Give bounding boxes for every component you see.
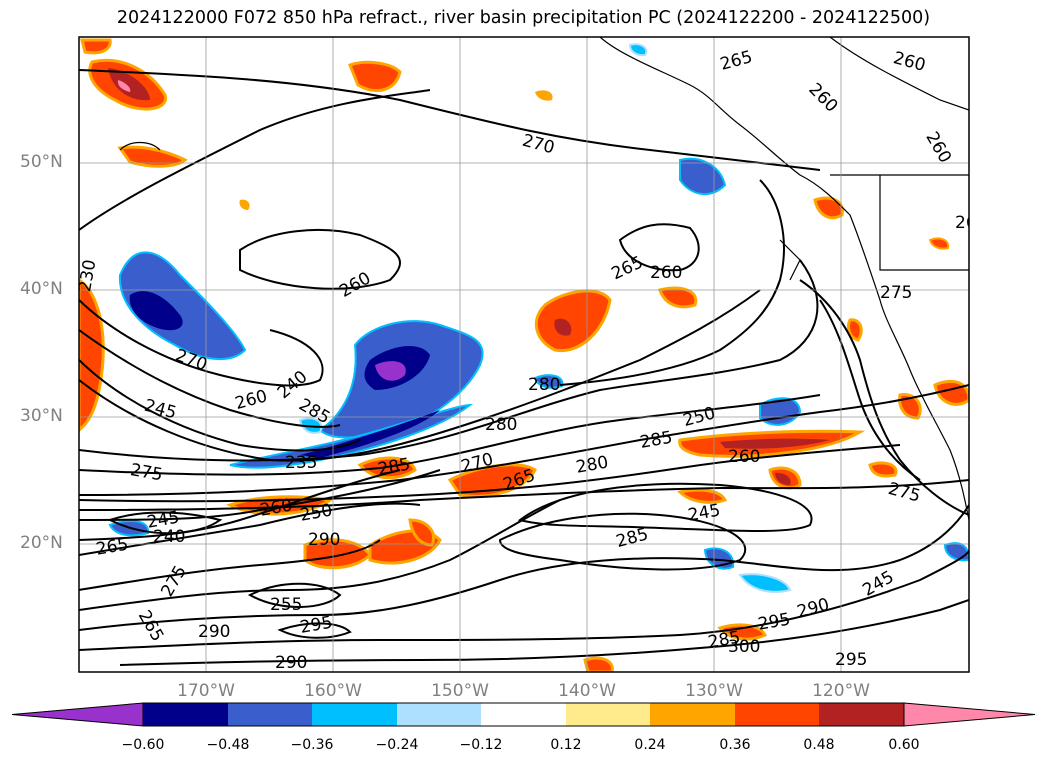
- lon-label-170w: 170°W: [177, 681, 235, 701]
- colorbar: [11, 702, 1036, 727]
- lon-label-160w: 160°W: [304, 681, 362, 701]
- contour-label: 285: [614, 524, 651, 552]
- contour-label: 280: [528, 375, 560, 395]
- colorbar-tick-label: 0.24: [634, 737, 666, 753]
- colorbar-segment: [819, 703, 904, 726]
- contour-label: 260: [336, 268, 374, 302]
- contour-label: 280: [485, 415, 517, 435]
- contour-label: 240: [153, 527, 185, 547]
- contour-label: 290: [275, 653, 307, 673]
- colorbar-tick-label: 0.60: [888, 737, 920, 753]
- contour-label: 290: [308, 530, 340, 550]
- lat-label-20n: 20°N: [20, 533, 63, 553]
- contour-label: 260: [804, 79, 841, 116]
- colorbar-tick-label: −0.60: [121, 737, 165, 753]
- contour-label: 275: [886, 479, 923, 507]
- contour-label: 260: [259, 495, 294, 520]
- lon-label-120w: 120°W: [812, 681, 870, 701]
- lat-label-40n: 40°N: [20, 279, 63, 299]
- colorbar-tick-label: 0.36: [719, 737, 751, 753]
- colorbar-outline: [142, 702, 905, 727]
- contour-label: 280: [575, 452, 610, 477]
- contour-label: 265: [608, 252, 646, 284]
- contour-label: 245: [687, 500, 722, 525]
- contour-label: 260: [921, 129, 955, 167]
- coastlines: [119, 37, 969, 521]
- contour-label: 230: [75, 258, 100, 293]
- colorbar-tick-label: −0.48: [206, 737, 250, 753]
- contour-label: 265: [134, 607, 168, 645]
- contour-label: 295: [757, 609, 792, 634]
- map-title: 2024122000 F072 850 hPa refract., river …: [116, 8, 931, 28]
- lat-label-30n: 30°N: [20, 406, 63, 426]
- negative-anomaly-patches: [108, 43, 969, 593]
- colorbar-segment: [566, 703, 650, 726]
- contour-label: 250: [681, 403, 718, 431]
- lon-label-150w: 150°W: [431, 681, 489, 701]
- lon-label-140w: 140°W: [558, 681, 616, 701]
- colorbar-tick-label: −0.24: [375, 737, 419, 753]
- contour-label: 260: [728, 447, 760, 467]
- refractivity-contours: [79, 69, 969, 666]
- contour-labels: 265 260 260 270 260 260 265 260 275 260 …: [75, 47, 987, 673]
- colorbar-tick-label: 0.12: [550, 737, 582, 753]
- contour-label: 260: [891, 48, 928, 76]
- contour-label: 265: [718, 47, 755, 75]
- contour-label: 260: [650, 263, 682, 283]
- contour-label: 255: [270, 595, 302, 615]
- contour-label: 290: [198, 622, 230, 642]
- contour-label: 260: [233, 386, 270, 414]
- graticule: [79, 37, 969, 672]
- map-frame: [78, 36, 970, 673]
- contour-label: 260: [955, 213, 987, 233]
- contour-label: 295: [835, 650, 867, 670]
- contour-label: 275: [157, 562, 191, 600]
- lat-label-50n: 50°N: [20, 152, 63, 172]
- lon-label-130w: 130°W: [685, 681, 743, 701]
- contour-label: 275: [129, 460, 164, 485]
- colorbar-segment: [228, 703, 312, 726]
- contour-label: 245: [142, 396, 179, 424]
- contour-label: 285: [639, 428, 674, 453]
- contour-label: 300: [728, 637, 760, 657]
- colorbar-tick-label: −0.12: [459, 737, 503, 753]
- colorbar-segment: [143, 703, 228, 726]
- colorbar-tick-label: −0.36: [290, 737, 334, 753]
- contour-label: 275: [880, 283, 912, 303]
- contour-label: 235: [285, 453, 317, 473]
- contour-label: 290: [795, 595, 832, 623]
- positive-anomaly-patches: [79, 38, 969, 672]
- contour-label: 250: [299, 500, 334, 525]
- colorbar-segment: [397, 703, 481, 726]
- colorbar-cap-low: [11, 702, 144, 727]
- colorbar-segment: [481, 703, 566, 726]
- colorbar-segment: [735, 703, 819, 726]
- contour-label: 295: [299, 613, 334, 638]
- colorbar-segment: [650, 703, 735, 726]
- colorbar-segment: [312, 703, 397, 726]
- contour-label: 265: [95, 534, 130, 559]
- colorbar-tick-label: 0.48: [803, 737, 835, 753]
- colorbar-cap-high: [903, 702, 1036, 727]
